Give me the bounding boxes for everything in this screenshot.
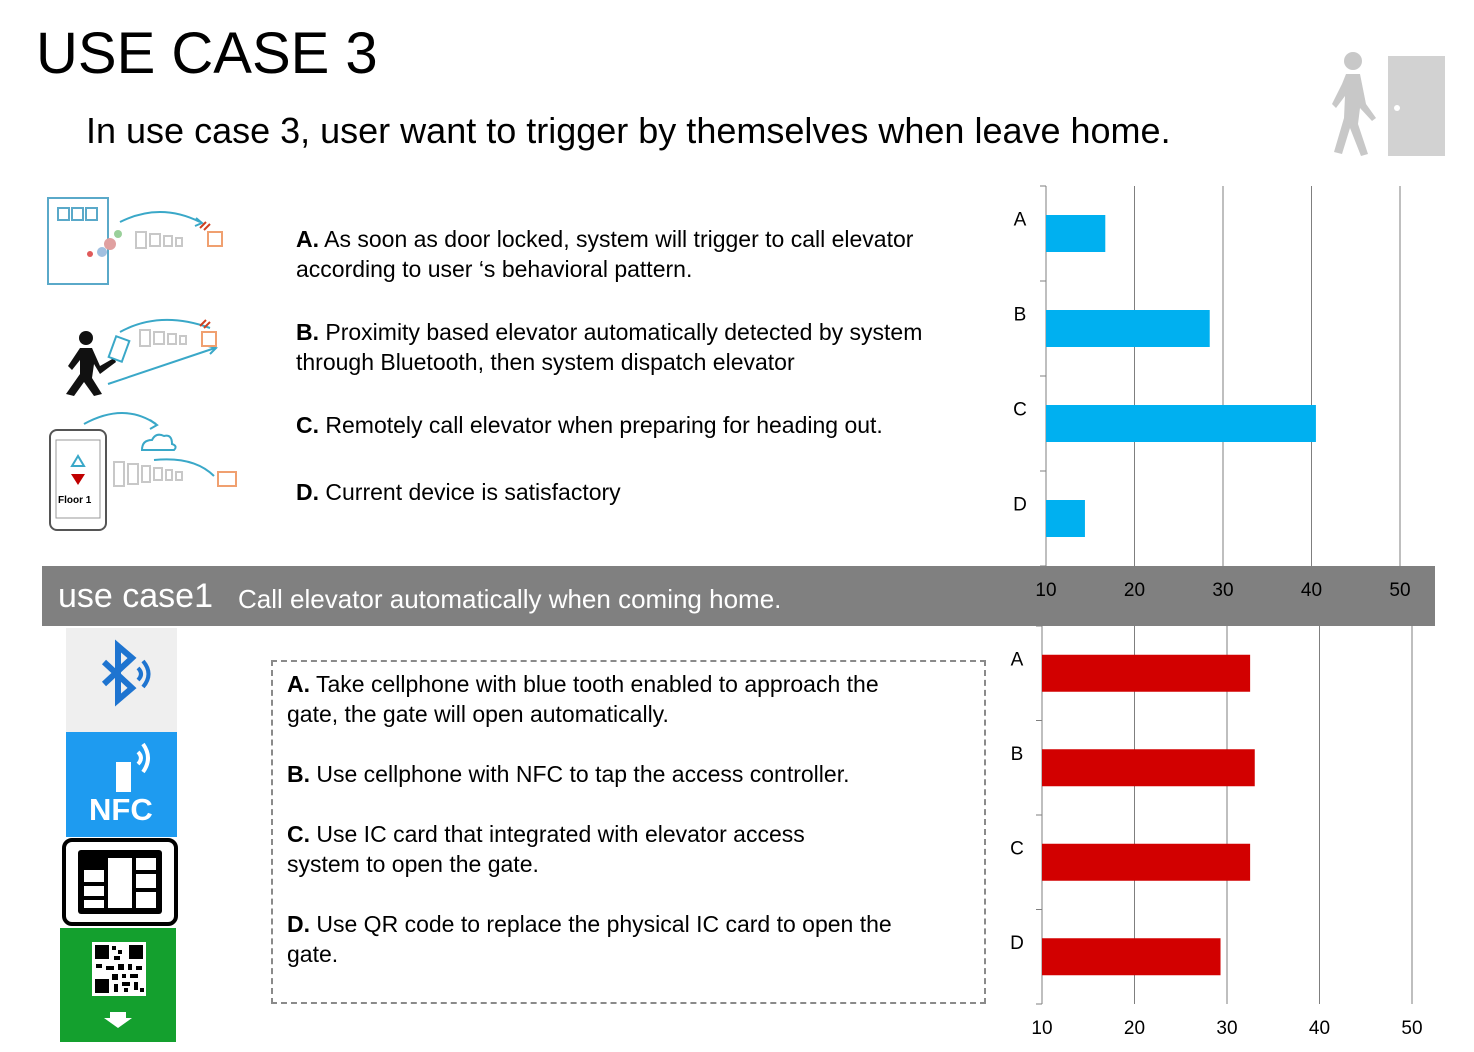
category-label: B bbox=[1011, 744, 1024, 765]
x-tick-label: 50 bbox=[1389, 580, 1410, 601]
category-label: B bbox=[1014, 305, 1027, 326]
use-case1-banner: use case1 Call elevator automatically wh… bbox=[42, 566, 1435, 626]
category-label: A bbox=[1014, 210, 1027, 231]
x-tick-label: 20 bbox=[1124, 580, 1145, 601]
sim-card-icon bbox=[62, 838, 178, 926]
case3-bar-chart: 10 20 30 40 50 A B C D bbox=[1013, 185, 1411, 601]
category-label: A bbox=[1011, 649, 1024, 670]
case3-option-c: C. Remotely call elevator when preparing… bbox=[296, 412, 883, 438]
x-tick-label: 50 bbox=[1401, 1018, 1422, 1039]
bluetooth-icon bbox=[66, 628, 177, 732]
bar-d bbox=[1046, 500, 1085, 537]
page-subtitle: In use case 3, user want to trigger by t… bbox=[86, 110, 1171, 151]
banner-title: use case1 bbox=[58, 577, 213, 615]
bar-c bbox=[1042, 843, 1251, 881]
bar-a bbox=[1046, 215, 1106, 252]
case1-option-a: A. Take cellphone with blue tooth enable… bbox=[287, 671, 879, 727]
x-tick-label: 10 bbox=[1031, 1018, 1052, 1039]
x-tick-label: 40 bbox=[1301, 580, 1322, 601]
x-tick-label: 20 bbox=[1124, 1018, 1145, 1039]
nfc-label: NFC bbox=[89, 792, 153, 827]
x-tick-label: 30 bbox=[1216, 1018, 1237, 1039]
case1-options-box bbox=[271, 660, 986, 1004]
qr-code-icon bbox=[60, 928, 176, 1042]
banner-text: Call elevator automatically when coming … bbox=[238, 584, 782, 614]
category-label: C bbox=[1013, 400, 1027, 421]
case1-bar-chart: 10 20 30 40 50 A B C D bbox=[1010, 625, 1423, 1039]
bar-d bbox=[1042, 938, 1221, 976]
bar-a bbox=[1042, 654, 1251, 692]
person-leaving-door-icon bbox=[1332, 52, 1445, 156]
case3-option-a: A. As soon as door locked, system will t… bbox=[296, 226, 914, 282]
remote-call-phone-icon: Floor 1 bbox=[44, 404, 244, 534]
bar-b bbox=[1046, 310, 1210, 347]
x-tick-label: 10 bbox=[1035, 580, 1056, 601]
category-label: D bbox=[1010, 933, 1024, 954]
bluetooth-proximity-icon bbox=[66, 319, 218, 396]
case3-option-b: B. Proximity based elevator automaticall… bbox=[296, 319, 923, 375]
bar-c bbox=[1046, 405, 1316, 442]
category-label: C bbox=[1010, 838, 1024, 859]
bar-b bbox=[1042, 749, 1255, 787]
phone-floor-label: Floor 1 bbox=[58, 495, 92, 506]
case3-option-d: D. Current device is satisfactory bbox=[296, 479, 621, 505]
x-tick-label: 40 bbox=[1309, 1018, 1330, 1039]
category-label: D bbox=[1013, 495, 1027, 516]
x-tick-label: 30 bbox=[1212, 580, 1233, 601]
door-lock-trigger-icon bbox=[47, 197, 223, 285]
case1-option-c: C. Use IC card that integrated with elev… bbox=[287, 821, 805, 877]
case1-option-d: D. Use QR code to replace the physical I… bbox=[287, 911, 892, 967]
case1-option-b: B. Use cellphone with NFC to tap the acc… bbox=[287, 761, 850, 787]
nfc-icon: NFC bbox=[66, 732, 177, 837]
page-title: USE CASE 3 bbox=[36, 21, 378, 86]
